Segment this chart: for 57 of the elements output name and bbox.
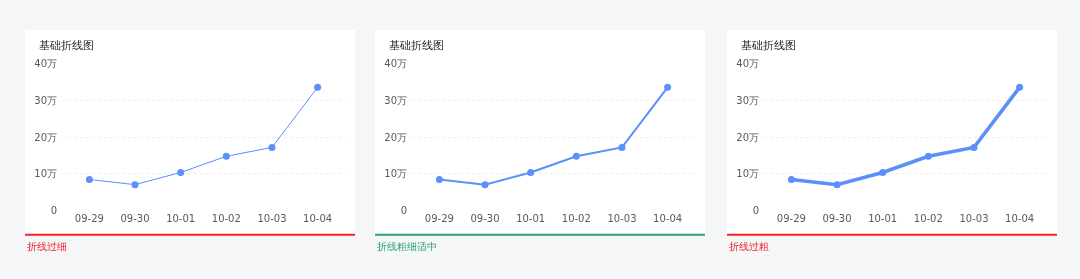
chart-title: 基础折线图 bbox=[389, 39, 444, 52]
x-tick-label: 09-30 bbox=[120, 212, 150, 224]
point bbox=[177, 168, 185, 176]
x-tick-label: 10-03 bbox=[959, 212, 989, 224]
point bbox=[618, 143, 626, 151]
y-tick-label: 0 bbox=[400, 205, 407, 217]
point bbox=[527, 168, 535, 176]
chart-title: 基础折线图 bbox=[39, 39, 94, 52]
x-tick-label: 09-29 bbox=[424, 212, 454, 224]
x-tick-label: 09-30 bbox=[470, 212, 500, 224]
point bbox=[1016, 83, 1024, 91]
x-tick-label: 10-01 bbox=[166, 212, 196, 224]
y-tick-label: 10万 bbox=[34, 168, 57, 180]
x-tick-label: 10-02 bbox=[561, 212, 591, 224]
point bbox=[268, 143, 276, 151]
y-tick-label: 30万 bbox=[34, 94, 57, 106]
point bbox=[787, 175, 795, 183]
y-tick-label: 10万 bbox=[736, 168, 759, 180]
x-tick-label: 10-04 bbox=[653, 212, 683, 224]
x-tick-label: 10-04 bbox=[1005, 212, 1035, 224]
point bbox=[435, 175, 443, 183]
x-tick-label: 10-01 bbox=[868, 212, 898, 224]
point bbox=[879, 168, 887, 176]
point bbox=[481, 181, 489, 189]
text: 折线过粗 bbox=[729, 241, 769, 252]
point bbox=[970, 143, 978, 151]
x-tick-label: 09-29 bbox=[776, 212, 806, 224]
point bbox=[572, 152, 580, 160]
y-tick-label: 40万 bbox=[736, 57, 759, 69]
x-tick-label: 10-02 bbox=[913, 212, 943, 224]
point bbox=[85, 175, 93, 183]
y-tick-label: 40万 bbox=[34, 57, 57, 69]
text: 折线过细 bbox=[27, 241, 67, 252]
y-tick-label: 20万 bbox=[34, 131, 57, 143]
x-tick-label: 10-03 bbox=[257, 212, 287, 224]
y-tick-label: 0 bbox=[752, 205, 759, 217]
y-tick-label: 10万 bbox=[384, 168, 407, 180]
x-tick-label: 10-02 bbox=[211, 212, 241, 224]
y-tick-label: 20万 bbox=[384, 131, 407, 143]
point bbox=[664, 83, 672, 91]
y-tick-label: 20万 bbox=[736, 131, 759, 143]
text: 折线粗细适中 bbox=[377, 241, 437, 252]
y-tick-label: 40万 bbox=[384, 57, 407, 69]
x-tick-label: 10-03 bbox=[607, 212, 637, 224]
point bbox=[222, 152, 230, 160]
y-tick-label: 30万 bbox=[384, 94, 407, 106]
x-tick-label: 10-04 bbox=[303, 212, 333, 224]
chart-title: 基础折线图 bbox=[741, 39, 796, 52]
x-tick-label: 09-29 bbox=[74, 212, 104, 224]
point bbox=[131, 181, 139, 189]
point bbox=[314, 83, 322, 91]
point bbox=[833, 181, 841, 189]
point bbox=[924, 152, 932, 160]
x-tick-label: 09-30 bbox=[822, 212, 852, 224]
y-tick-label: 0 bbox=[50, 205, 57, 217]
y-tick-label: 30万 bbox=[736, 94, 759, 106]
x-tick-label: 10-01 bbox=[516, 212, 546, 224]
